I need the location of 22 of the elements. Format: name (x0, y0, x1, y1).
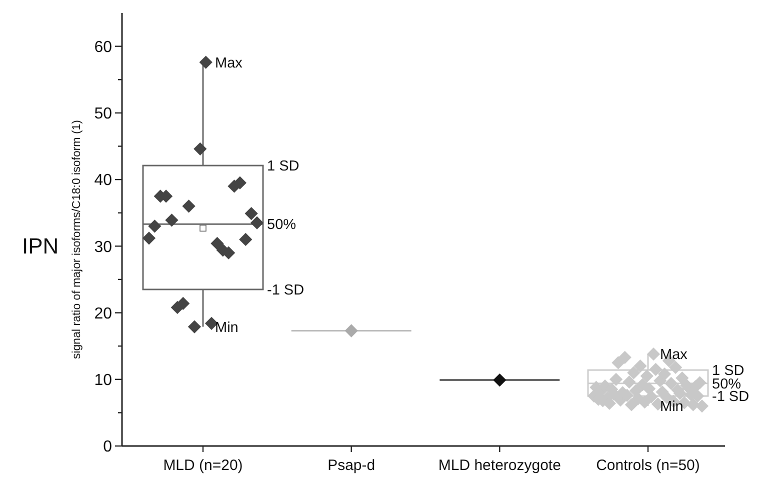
annotation: -1 SD (712, 389, 750, 406)
y-tick-label: 0 (103, 438, 112, 456)
x-tick-label: MLD (n=20) (163, 457, 243, 474)
annotation: Min (660, 399, 684, 416)
annotation: Max (215, 55, 244, 72)
annotation: -1 SD (267, 282, 304, 299)
y-tick-label: 60 (94, 38, 112, 56)
y-tick-label: 10 (94, 372, 112, 389)
x-tick-label: Psap-d (328, 457, 376, 474)
y-tick-label: 50 (94, 106, 112, 123)
y-tick-label: 30 (94, 238, 112, 256)
annotation: 1 SD (712, 363, 744, 380)
text: IPN (22, 234, 59, 258)
y-tick-label: 20 (94, 305, 112, 322)
y-tick-label: 40 (94, 172, 112, 190)
annotation: Min (215, 320, 238, 336)
annotation: 50% (267, 217, 296, 234)
annotation: 1 SD (267, 158, 300, 175)
x-tick-label: MLD heterozygote (438, 457, 561, 474)
y-axis-title: signal ratio of major isoforms/C18:0 isoform (1) (71, 120, 83, 360)
annotation: Max (660, 347, 688, 364)
x-tick-label: Controls (n=50) (596, 457, 700, 474)
